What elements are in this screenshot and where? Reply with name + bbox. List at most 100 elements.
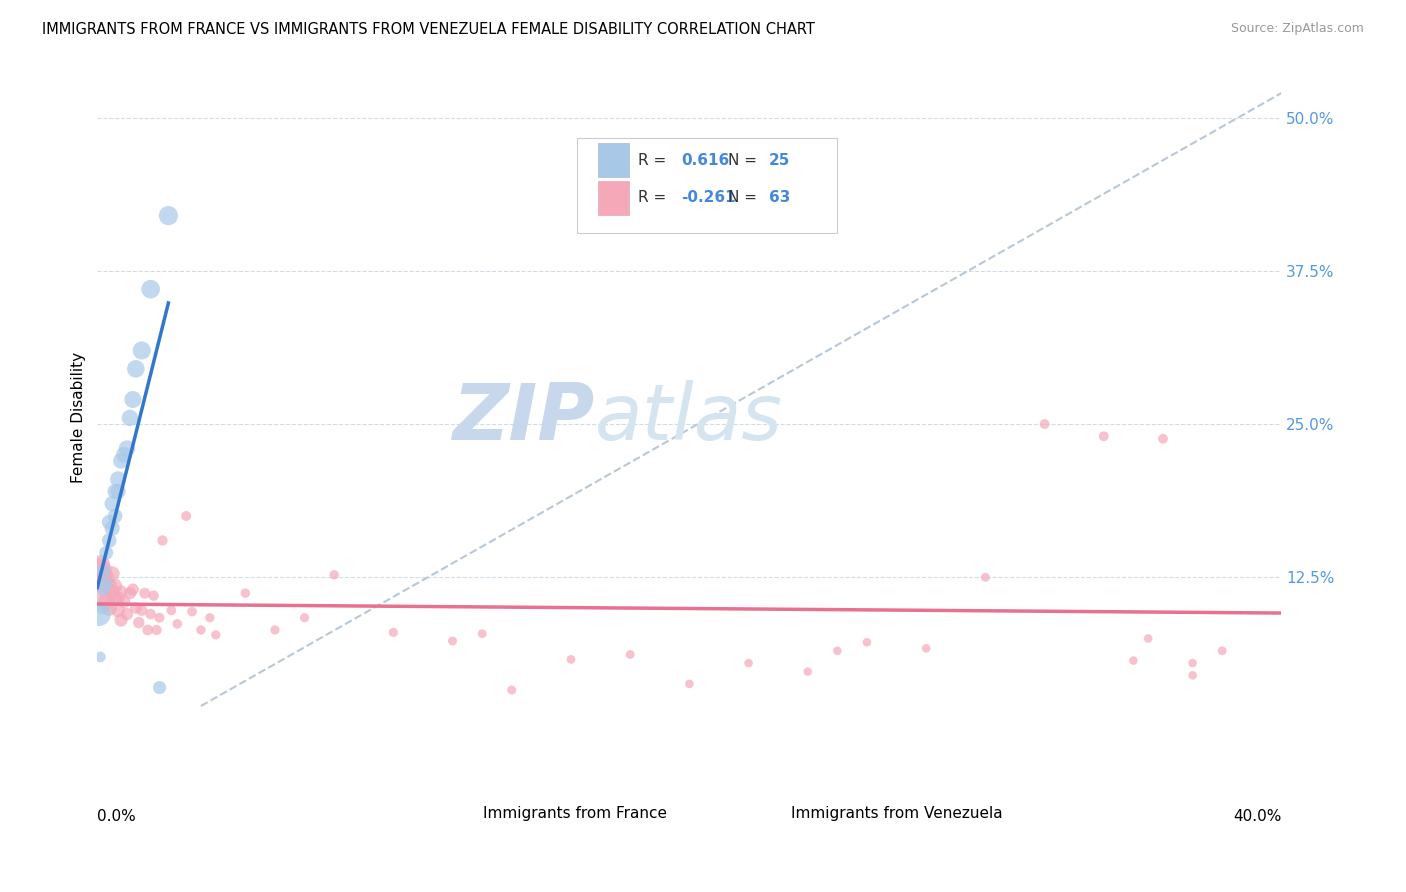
Point: [1122, 654, 1144, 668]
Point: [110, 454, 132, 468]
Point: [1137, 632, 1160, 646]
Point: [382, 625, 405, 640]
Text: ZIP: ZIP: [453, 380, 595, 456]
Point: [1181, 668, 1204, 682]
Point: [142, 589, 165, 603]
Point: [148, 611, 170, 625]
Point: [122, 392, 145, 407]
Point: [678, 677, 700, 691]
Point: [110, 585, 132, 599]
Point: [96, 595, 118, 609]
Point: [181, 605, 204, 619]
Point: [91, 589, 114, 603]
Point: [134, 586, 156, 600]
Point: [115, 442, 138, 456]
Point: [90, 601, 112, 615]
Point: [101, 497, 124, 511]
Point: [827, 644, 849, 658]
Point: [91, 582, 114, 597]
Point: [501, 683, 523, 698]
Text: 40.0%: 40.0%: [1233, 809, 1281, 824]
Point: [235, 586, 257, 600]
Point: [101, 566, 124, 581]
Point: [157, 209, 180, 223]
Point: [131, 343, 153, 358]
Point: [98, 533, 121, 548]
Point: [915, 641, 938, 656]
Point: [152, 533, 174, 548]
Text: N =: N =: [728, 153, 762, 168]
Point: [118, 410, 141, 425]
Point: [107, 472, 129, 486]
Point: [166, 616, 188, 631]
Text: 0.0%: 0.0%: [97, 809, 136, 824]
Point: [101, 521, 124, 535]
Text: 0.616: 0.616: [681, 153, 730, 168]
Text: R =: R =: [638, 153, 672, 168]
Text: IMMIGRANTS FROM FRANCE VS IMMIGRANTS FROM VENEZUELA FEMALE DISABILITY CORRELATIO: IMMIGRANTS FROM FRANCE VS IMMIGRANTS FRO…: [42, 22, 815, 37]
Point: [104, 579, 127, 593]
Point: [110, 613, 132, 627]
Point: [87, 564, 110, 578]
Point: [125, 601, 148, 615]
Text: 63: 63: [769, 191, 790, 205]
Point: [294, 611, 316, 625]
Point: [104, 508, 127, 523]
Y-axis label: Female Disability: Female Disability: [72, 352, 86, 483]
Point: [118, 586, 141, 600]
Point: [139, 607, 162, 621]
Point: [174, 508, 197, 523]
Point: [856, 635, 879, 649]
Point: [87, 607, 110, 621]
Point: [145, 623, 167, 637]
Point: [122, 582, 145, 597]
Point: [101, 585, 124, 599]
Point: [91, 564, 114, 578]
Point: [89, 649, 111, 664]
Point: [89, 576, 111, 591]
Point: [112, 448, 135, 462]
Point: [198, 611, 221, 625]
Point: [797, 665, 820, 679]
Point: [619, 648, 641, 662]
Text: atlas: atlas: [595, 380, 783, 456]
Point: [160, 603, 183, 617]
Point: [107, 484, 129, 499]
Text: 25: 25: [769, 153, 790, 168]
Point: [139, 282, 162, 296]
Text: Source: ZipAtlas.com: Source: ZipAtlas.com: [1230, 22, 1364, 36]
Point: [471, 626, 494, 640]
FancyBboxPatch shape: [598, 143, 628, 178]
FancyBboxPatch shape: [598, 181, 628, 215]
Point: [104, 484, 127, 499]
Point: [96, 576, 118, 591]
Point: [98, 515, 121, 529]
Text: -0.261: -0.261: [681, 191, 735, 205]
Point: [136, 623, 159, 637]
Point: [125, 362, 148, 376]
Point: [1092, 429, 1115, 443]
Point: [112, 595, 135, 609]
Text: N =: N =: [728, 191, 762, 205]
Point: [148, 681, 170, 695]
Point: [128, 615, 150, 630]
Point: [190, 623, 212, 637]
Text: Immigrants from Venezuela: Immigrants from Venezuela: [792, 805, 1002, 821]
FancyBboxPatch shape: [450, 805, 481, 821]
Text: Immigrants from France: Immigrants from France: [484, 805, 668, 821]
Point: [89, 558, 111, 572]
Point: [91, 570, 114, 584]
Point: [98, 579, 121, 593]
Point: [107, 591, 129, 606]
Point: [974, 570, 997, 584]
Point: [204, 628, 226, 642]
Point: [104, 591, 127, 606]
Point: [737, 656, 759, 670]
Point: [323, 567, 346, 582]
Point: [115, 607, 138, 621]
Point: [98, 601, 121, 615]
Point: [560, 652, 582, 666]
FancyBboxPatch shape: [576, 138, 838, 233]
Point: [1211, 644, 1233, 658]
Point: [96, 546, 118, 560]
